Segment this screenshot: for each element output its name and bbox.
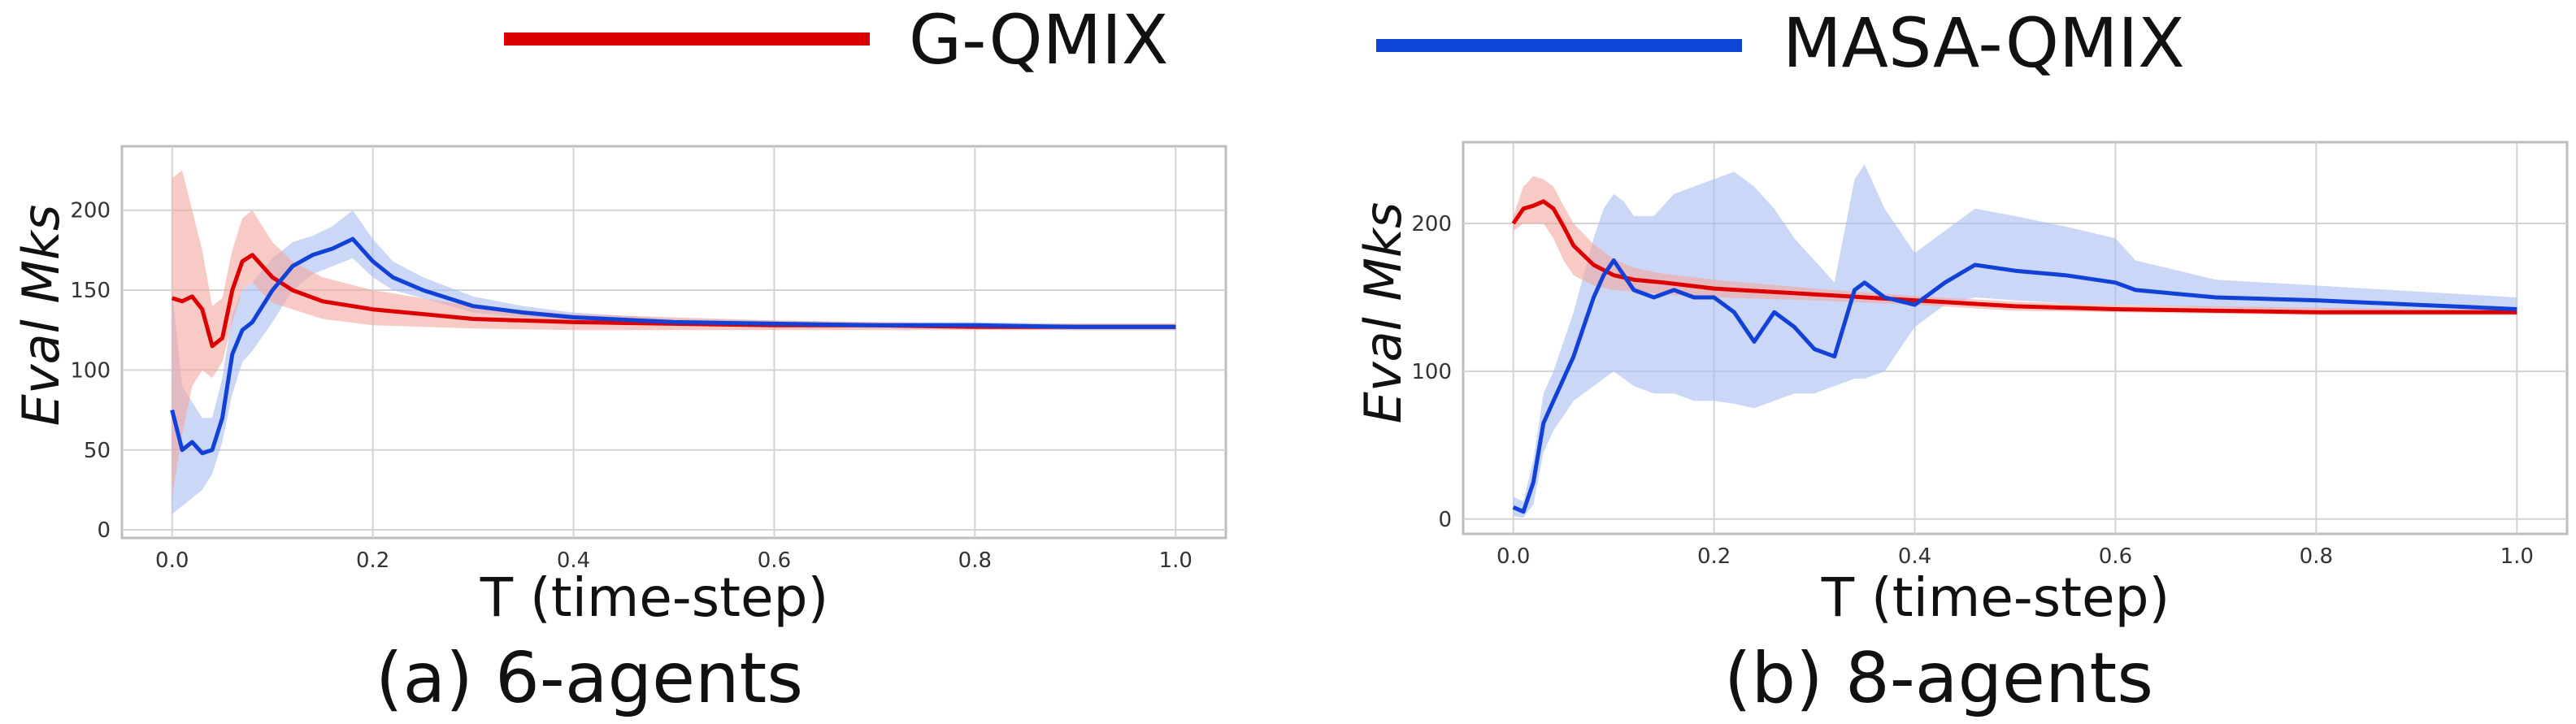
x-tick-label: 0.2 bbox=[356, 548, 389, 573]
x-tick-label: 0.6 bbox=[2099, 544, 2132, 569]
y-tick-label: 200 bbox=[70, 199, 111, 223]
plot-area bbox=[120, 145, 1227, 540]
y-tick-label: 150 bbox=[70, 279, 111, 303]
y-tick-label: 0 bbox=[97, 518, 111, 543]
y-axis-label: Eval Mks bbox=[11, 205, 71, 427]
y-tick-label: 100 bbox=[70, 358, 111, 383]
masa-qmix-line bbox=[170, 236, 1176, 456]
masa-qmix-band bbox=[1513, 164, 2517, 518]
x-tick-label: 0.0 bbox=[155, 548, 189, 573]
y-tick-label: 0 bbox=[1438, 508, 1452, 532]
x-axis-label: T (time-step) bbox=[480, 566, 828, 629]
series-lines bbox=[170, 236, 1176, 456]
y-axis-label: Eval Mks bbox=[1353, 202, 1413, 424]
masa-qmix-band bbox=[172, 210, 1176, 514]
y-tick-label: 200 bbox=[1411, 212, 1452, 236]
masa-qmix-line bbox=[1512, 258, 2517, 514]
chart-caption: (b) 8-agents bbox=[1724, 638, 2153, 719]
x-tick-label: 0.2 bbox=[1697, 544, 1731, 569]
x-tick-label: 0.4 bbox=[1898, 544, 1931, 569]
confidence-bands bbox=[172, 170, 1176, 514]
legend-label-gqmix: G-QMIX bbox=[909, 0, 1168, 80]
gqmix-line bbox=[1511, 199, 2517, 314]
y-tick-label: 50 bbox=[84, 439, 111, 463]
chart-caption: (a) 6-agents bbox=[376, 638, 803, 719]
x-tick-label: 0.0 bbox=[1497, 544, 1530, 569]
x-tick-label: 0.4 bbox=[557, 548, 590, 573]
chart-8-agents: 0.0 0.2 0.4 0.6 0.8 1.0 0 100 200 T (time-step)… bbox=[1353, 141, 2569, 719]
x-tick-label: 0.8 bbox=[958, 548, 992, 573]
x-tick-label: 0.8 bbox=[2300, 544, 2333, 569]
x-tick-label: 1.0 bbox=[2500, 544, 2534, 569]
legend-label-masa-qmix: MASA-QMIX bbox=[1783, 3, 2185, 83]
y-tick-label: 100 bbox=[1411, 360, 1452, 384]
legend: G-QMIX MASA-QMIX bbox=[504, 0, 2185, 83]
x-tick-label: 1.0 bbox=[1159, 548, 1192, 573]
chart-6-agents: 0.0 0.2 0.4 0.6 0.8 1.0 0 50 100 150 200 T (time-… bbox=[11, 145, 1227, 719]
y-tick-labels: 0 100 200 bbox=[1411, 212, 1452, 532]
y-tick-labels: 0 50 100 150 200 bbox=[70, 199, 111, 543]
series-lines bbox=[1511, 199, 2517, 514]
confidence-bands bbox=[1513, 164, 2517, 518]
x-tick-label: 0.6 bbox=[758, 548, 791, 573]
x-tick-labels: 0.0 0.2 0.4 0.6 0.8 1.0 bbox=[155, 548, 1192, 573]
x-axis-label: T (time-step) bbox=[1821, 566, 2170, 629]
x-tick-labels: 0.0 0.2 0.4 0.6 0.8 1.0 bbox=[1497, 544, 2534, 569]
